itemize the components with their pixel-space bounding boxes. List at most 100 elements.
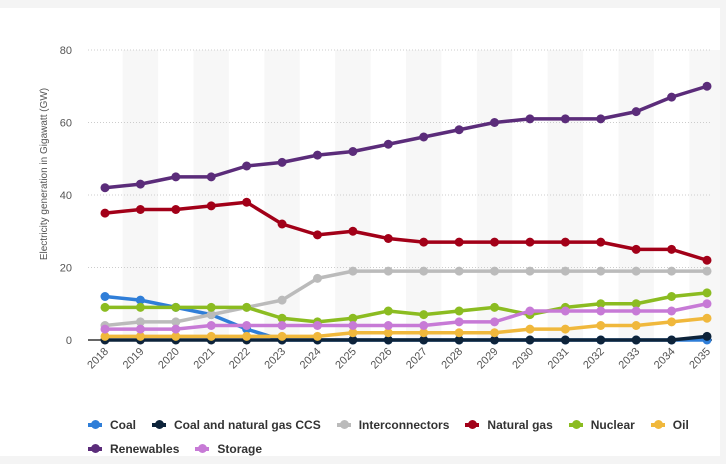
data-point[interactable] (560, 237, 570, 247)
data-point[interactable] (596, 335, 606, 345)
data-point[interactable] (596, 321, 606, 330)
data-point[interactable] (525, 114, 535, 124)
data-point[interactable] (419, 310, 429, 320)
data-point[interactable] (667, 317, 677, 327)
data-point[interactable] (171, 302, 181, 312)
data-point[interactable] (702, 255, 712, 265)
data-point[interactable] (631, 244, 641, 254)
data-point[interactable] (560, 306, 570, 316)
data-point[interactable] (702, 288, 712, 298)
data-point[interactable] (206, 310, 216, 320)
data-point[interactable] (312, 331, 322, 341)
data-point[interactable] (383, 139, 393, 149)
data-point[interactable] (383, 234, 393, 243)
data-point[interactable] (631, 306, 641, 316)
data-point[interactable] (596, 237, 606, 247)
data-point[interactable] (100, 208, 110, 218)
data-point[interactable] (454, 266, 464, 276)
data-point[interactable] (171, 317, 181, 327)
data-point[interactable] (560, 266, 570, 276)
data-point[interactable] (383, 328, 393, 338)
data-point[interactable] (348, 335, 358, 345)
data-point[interactable] (383, 335, 393, 345)
data-point[interactable] (702, 266, 712, 276)
data-point[interactable] (277, 313, 287, 323)
data-point[interactable] (702, 331, 712, 341)
legend-item[interactable]: Renewables (88, 442, 179, 456)
data-point[interactable] (242, 331, 252, 341)
data-point[interactable] (667, 306, 677, 316)
data-point[interactable] (312, 273, 322, 283)
data-point[interactable] (419, 132, 429, 142)
data-point[interactable] (242, 161, 252, 171)
data-point[interactable] (490, 317, 500, 327)
data-point[interactable] (560, 335, 570, 345)
data-point[interactable] (454, 328, 464, 338)
data-point[interactable] (702, 313, 712, 323)
data-point[interactable] (171, 172, 181, 182)
data-point[interactable] (419, 335, 429, 345)
data-point[interactable] (525, 266, 535, 276)
data-point[interactable] (525, 306, 535, 316)
legend-item[interactable]: Interconnectors (336, 418, 449, 432)
data-point[interactable] (490, 335, 500, 345)
data-point[interactable] (560, 324, 570, 334)
data-point[interactable] (631, 266, 641, 276)
legend-item[interactable]: Nuclear (568, 418, 635, 432)
data-point[interactable] (100, 292, 110, 301)
data-point[interactable] (383, 306, 393, 316)
data-point[interactable] (348, 266, 358, 276)
data-point[interactable] (419, 266, 429, 276)
data-point[interactable] (702, 81, 712, 91)
data-point[interactable] (135, 205, 145, 214)
data-point[interactable] (596, 266, 606, 276)
data-point[interactable] (702, 299, 712, 309)
data-point[interactable] (135, 295, 145, 305)
data-point[interactable] (667, 292, 677, 301)
data-point[interactable] (100, 331, 110, 341)
data-point[interactable] (206, 331, 216, 341)
data-point[interactable] (631, 299, 641, 309)
data-point[interactable] (171, 324, 181, 334)
data-point[interactable] (383, 266, 393, 276)
data-point[interactable] (596, 114, 606, 124)
data-point[interactable] (348, 147, 358, 156)
data-point[interactable] (206, 201, 216, 211)
data-point[interactable] (490, 328, 500, 338)
data-point[interactable] (525, 335, 535, 345)
data-point[interactable] (242, 302, 252, 312)
data-point[interactable] (667, 92, 677, 102)
data-point[interactable] (100, 324, 110, 334)
data-point[interactable] (490, 266, 500, 276)
data-point[interactable] (135, 317, 145, 327)
data-point[interactable] (454, 125, 464, 135)
data-point[interactable] (100, 302, 110, 312)
data-point[interactable] (419, 237, 429, 247)
data-point[interactable] (171, 205, 181, 214)
data-point[interactable] (242, 321, 252, 330)
data-point[interactable] (348, 321, 358, 330)
data-point[interactable] (525, 324, 535, 334)
data-point[interactable] (490, 302, 500, 312)
data-point[interactable] (596, 299, 606, 309)
data-point[interactable] (348, 328, 358, 338)
data-point[interactable] (135, 331, 145, 341)
data-point[interactable] (454, 335, 464, 345)
data-point[interactable] (667, 335, 677, 345)
data-point[interactable] (277, 157, 287, 167)
legend-item[interactable]: Oil (650, 418, 689, 432)
data-point[interactable] (454, 237, 464, 247)
data-point[interactable] (490, 118, 500, 127)
data-point[interactable] (277, 331, 287, 341)
data-point[interactable] (312, 321, 322, 330)
data-point[interactable] (631, 335, 641, 345)
data-point[interactable] (631, 107, 641, 117)
data-point[interactable] (454, 317, 464, 327)
data-point[interactable] (312, 150, 322, 160)
data-point[interactable] (135, 302, 145, 312)
legend-item[interactable]: Coal and natural gas CCS (152, 418, 321, 432)
data-point[interactable] (490, 237, 500, 247)
data-point[interactable] (454, 306, 464, 316)
data-point[interactable] (631, 321, 641, 330)
data-point[interactable] (312, 230, 322, 240)
